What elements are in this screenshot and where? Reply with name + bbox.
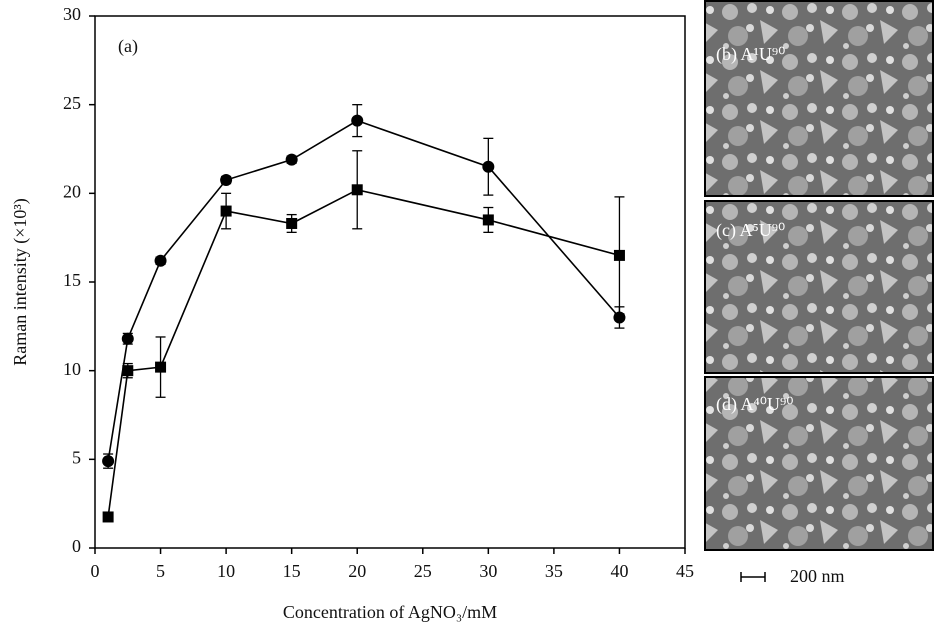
- point: [155, 361, 167, 373]
- point: [613, 249, 625, 261]
- x-tick-label: 15: [283, 561, 301, 581]
- point: [285, 153, 298, 166]
- x-tick-label: 10: [217, 561, 235, 581]
- x-tick-label: 35: [545, 561, 563, 581]
- point: [121, 332, 134, 345]
- y-tick-label: 25: [63, 93, 81, 113]
- y-axis-label: Raman intensity (×10³): [10, 198, 31, 366]
- x-tick-label: 20: [348, 561, 366, 581]
- sem-image: [704, 0, 934, 197]
- x-axis-label: Concentration of AgNO₃/mM: [283, 602, 497, 622]
- sem-image: [704, 200, 934, 374]
- series-line: [107, 188, 620, 518]
- point: [102, 511, 114, 523]
- point: [351, 184, 363, 196]
- series-line: [107, 119, 621, 462]
- point: [102, 455, 115, 468]
- sem-panels: (b) A¹U⁹⁰ (c) A⁵U⁹⁰ (d) A⁴⁰U⁹⁰ 200 nm: [704, 0, 934, 586]
- point: [122, 365, 134, 377]
- y-tick-label: 20: [63, 181, 81, 201]
- y-tick-label: 10: [63, 359, 81, 379]
- point: [220, 205, 232, 217]
- x-tick-label: 5: [156, 561, 165, 581]
- point: [482, 160, 495, 173]
- scale-bar-label: 200 nm: [790, 566, 845, 586]
- plot-frame: [94, 15, 686, 549]
- x-tick-label: 45: [676, 561, 694, 581]
- x-tick-label: 0: [91, 561, 100, 581]
- image-label: (d) A⁴⁰U⁹⁰: [716, 394, 793, 415]
- point: [286, 217, 298, 229]
- y-tick-label: 0: [72, 536, 81, 556]
- image-label: (c) A⁵U⁹⁰: [716, 220, 785, 241]
- y-tick-label: 5: [72, 447, 81, 467]
- point: [220, 174, 233, 187]
- point: [351, 114, 364, 127]
- image-label: (b) A¹U⁹⁰: [716, 44, 785, 65]
- x-tick-label: 30: [479, 561, 497, 581]
- point: [482, 214, 494, 226]
- point: [154, 254, 167, 267]
- x-tick-label: 40: [610, 561, 628, 581]
- sem-image: [704, 376, 934, 551]
- x-tick-label: 25: [414, 561, 432, 581]
- y-tick-label: 30: [63, 4, 81, 24]
- y-tick-label: 15: [63, 270, 81, 290]
- panel-label: (a): [118, 36, 138, 57]
